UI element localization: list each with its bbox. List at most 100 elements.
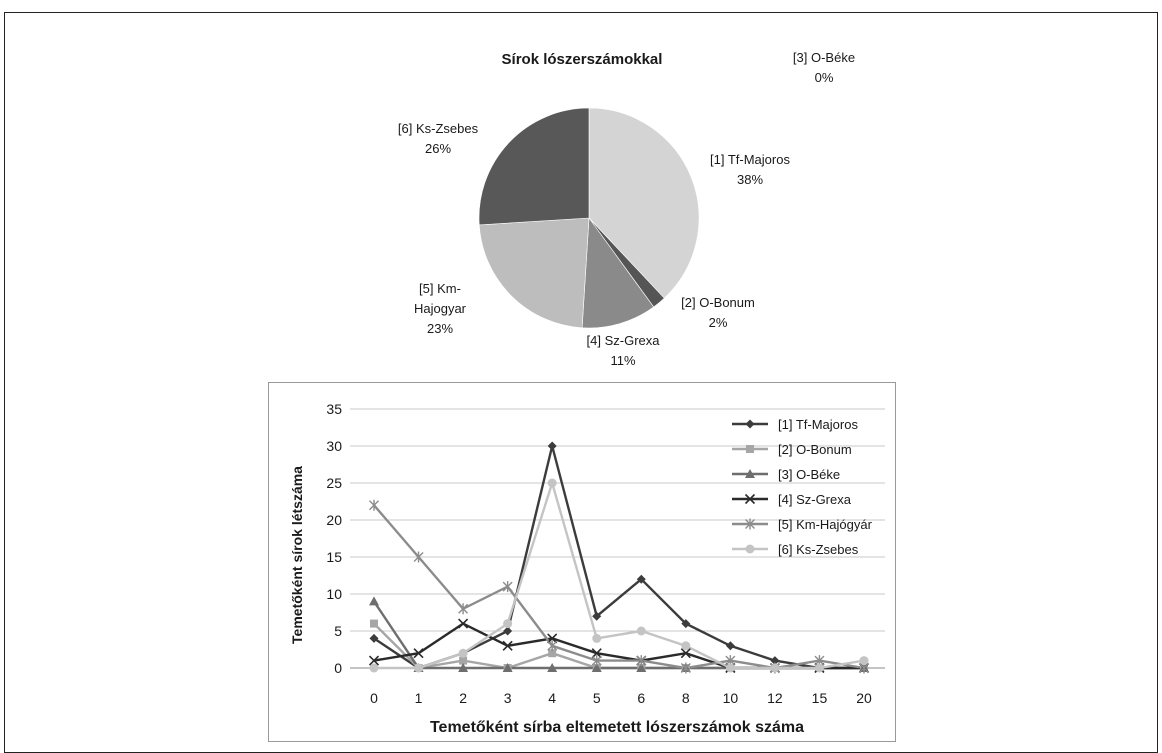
data-point-s5 <box>680 662 691 674</box>
x-tick-label: 3 <box>504 690 512 706</box>
legend-marker-5 <box>745 518 755 530</box>
x-tick-label: 6 <box>637 690 645 706</box>
y-tick-label: 10 <box>326 586 342 602</box>
data-point-s6 <box>725 663 735 673</box>
data-point-s4 <box>458 618 469 629</box>
data-point-s5 <box>369 499 379 511</box>
data-point-s3 <box>636 663 647 672</box>
pie-chart: Sírok lószerszámokkal [1] Tf-Majoros 38%… <box>398 50 855 368</box>
x-tick-label: 10 <box>723 690 739 706</box>
pie-slice-6 <box>478 107 590 226</box>
legend-marker-4 <box>744 493 756 505</box>
data-point-s5 <box>502 581 513 593</box>
data-point-s2 <box>459 656 468 665</box>
series-line-6 <box>374 478 865 670</box>
data-point-s4 <box>502 640 513 651</box>
data-point-s4 <box>591 648 602 659</box>
data-point-s1 <box>770 656 780 666</box>
data-point-s6 <box>859 656 869 666</box>
data-point-s5 <box>458 603 469 615</box>
data-point-s3 <box>502 663 513 672</box>
x-tick-label: 1 <box>415 690 423 706</box>
pie-label-5-name-a: [5] Km- <box>419 281 461 296</box>
data-point-s2 <box>370 619 378 628</box>
data-point-s6 <box>547 478 557 488</box>
x-tick-label: 8 <box>682 690 690 706</box>
data-point-s1 <box>725 641 735 651</box>
x-tick-label: 12 <box>767 690 783 706</box>
series-line-5 <box>373 504 865 670</box>
pie-label-3-percent: 0% <box>815 70 834 85</box>
x-tick-label: 5 <box>593 690 601 706</box>
legend-label-5: [5] Km-Hajógyár <box>778 517 873 532</box>
data-point-s5 <box>413 551 424 563</box>
y-axis-label: Temetőként sírok létszáma <box>289 466 305 644</box>
data-point-s6 <box>770 663 780 673</box>
data-point-s6 <box>592 633 602 643</box>
data-point-s1 <box>636 574 646 584</box>
pie-slice-5 <box>478 217 590 329</box>
data-point-s3 <box>458 663 469 672</box>
legend-label-3: [3] O-Béke <box>778 467 840 482</box>
legend-marker-6 <box>745 544 755 554</box>
data-point-s2 <box>548 649 557 658</box>
pie-label-5-percent: 23% <box>427 321 453 336</box>
x-tick-label: 0 <box>370 690 378 706</box>
x-tick-label: 15 <box>812 690 828 706</box>
legend-label-1: [1] Tf-Majoros <box>778 417 858 432</box>
pie-label-6-percent: 26% <box>425 141 451 156</box>
y-tick-label: 20 <box>326 512 342 528</box>
data-point-s1 <box>547 441 557 451</box>
legend-label-4: [4] Sz-Grexa <box>778 492 852 507</box>
data-point-s3 <box>369 596 379 606</box>
pie-label-6-name: [6] Ks-Zsebes <box>398 121 479 136</box>
data-point-s4 <box>368 655 380 666</box>
data-point-s6 <box>369 663 379 673</box>
data-point-s6 <box>414 663 424 673</box>
data-point-s4 <box>680 648 691 659</box>
pie-label-3-name: [3] O-Béke <box>793 50 855 65</box>
pie-label-1-percent: 38% <box>737 172 763 187</box>
data-point-s1 <box>592 611 602 621</box>
legend-marker-1 <box>745 419 755 429</box>
pie-slice-1 <box>588 107 700 299</box>
pie-label-5-name-b: Hajogyar <box>414 301 467 316</box>
pie-label-2-name: [2] O-Bonum <box>681 295 755 310</box>
legend-label-6: [6] Ks-Zsebes <box>778 542 859 557</box>
x-tick-label: 20 <box>856 690 872 706</box>
x-tick-label: 2 <box>459 690 467 706</box>
data-point-s5 <box>591 655 602 667</box>
pie-title: Sírok lószerszámokkal <box>502 51 663 68</box>
line-chart-box <box>268 382 896 742</box>
data-point-s6 <box>636 626 646 636</box>
data-point-s3 <box>547 663 558 672</box>
pie-label-2-percent: 2% <box>709 315 728 330</box>
x-tick-label: 4 <box>548 690 556 706</box>
data-point-s4 <box>547 633 558 644</box>
data-point-s5 <box>636 655 647 667</box>
data-point-s1 <box>369 633 379 643</box>
x-axis-label: Temetőként sírba eltemetett lószerszámok… <box>430 719 804 736</box>
data-point-s6 <box>681 641 691 651</box>
data-point-s6 <box>814 663 824 673</box>
y-tick-label: 25 <box>326 475 342 491</box>
data-point-s5 <box>547 640 558 652</box>
y-tick-label: 30 <box>326 438 342 454</box>
data-point-s6 <box>458 648 468 658</box>
pie-label-4-percent: 11% <box>610 353 635 368</box>
legend-marker-2 <box>746 445 754 453</box>
y-tick-label: 15 <box>326 549 342 565</box>
data-point-s1 <box>503 626 513 636</box>
data-point-s4 <box>413 648 424 659</box>
y-tick-label: 35 <box>326 401 342 417</box>
pie-slice-4 <box>581 217 655 329</box>
data-point-s3 <box>591 663 602 672</box>
pie-label-1-name: [1] Tf-Majoros <box>710 152 790 167</box>
y-tick-label: 5 <box>334 623 342 639</box>
legend-label-2: [2] O-Bonum <box>778 442 852 457</box>
pie-label-4-name: [4] Sz-Grexa <box>587 333 661 348</box>
legend-marker-3 <box>745 469 755 478</box>
data-point-s6 <box>503 619 513 629</box>
y-tick-label: 0 <box>334 660 342 676</box>
